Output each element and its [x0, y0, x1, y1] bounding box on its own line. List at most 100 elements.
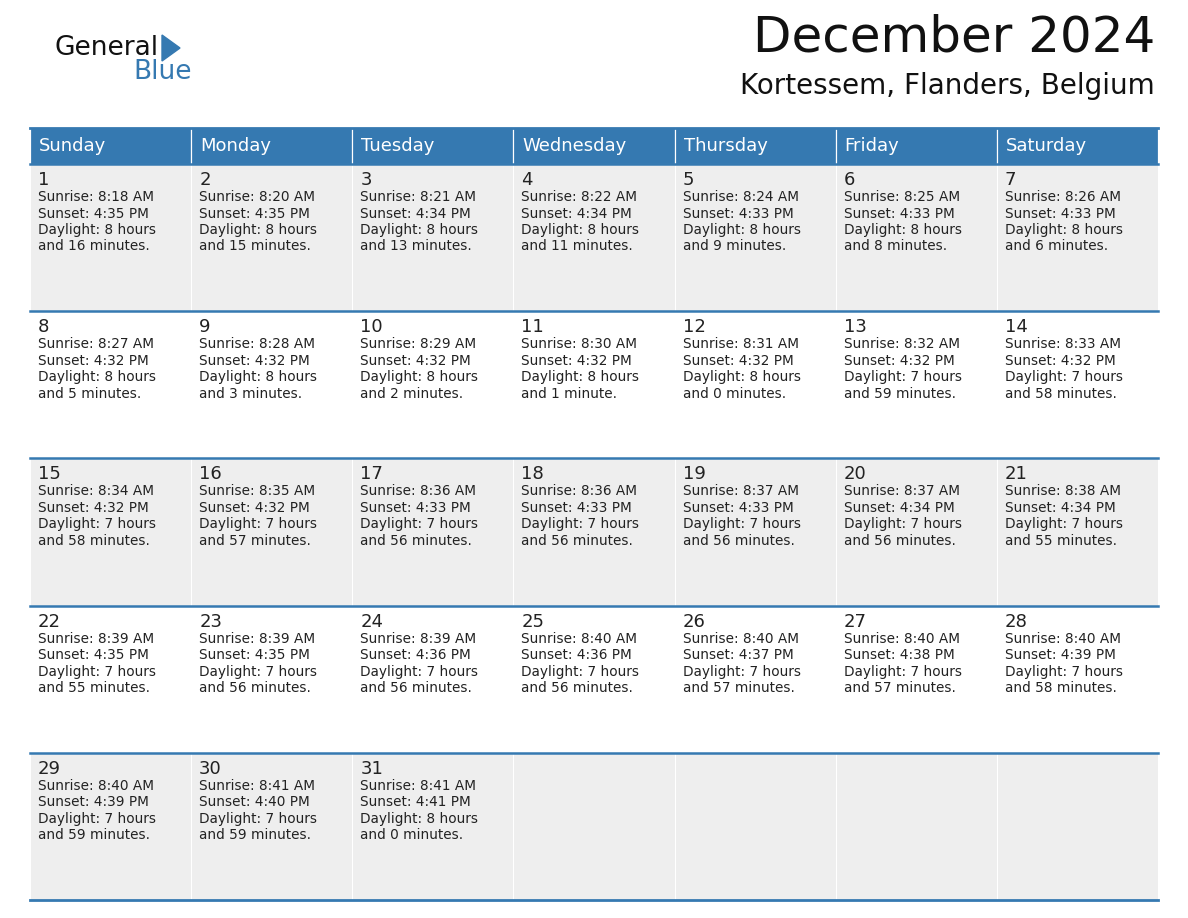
Text: Sunset: 4:35 PM: Sunset: 4:35 PM	[38, 207, 148, 220]
Text: December 2024: December 2024	[753, 14, 1155, 62]
Text: Sunset: 4:33 PM: Sunset: 4:33 PM	[522, 501, 632, 515]
Bar	[353, 164, 513, 311]
Text: Sunset: 4:33 PM: Sunset: 4:33 PM	[683, 207, 794, 220]
Bar	[191, 753, 353, 900]
Text: 11: 11	[522, 319, 544, 336]
Text: 12: 12	[683, 319, 706, 336]
Bar	[30, 606, 191, 753]
Text: Daylight: 7 hours: Daylight: 7 hours	[1005, 665, 1123, 678]
Text: Sunset: 4:33 PM: Sunset: 4:33 PM	[843, 207, 954, 220]
Text: Thursday: Thursday	[683, 137, 767, 155]
Text: Blue: Blue	[133, 59, 191, 85]
Bar	[997, 164, 1158, 311]
Bar	[513, 458, 675, 606]
Text: 8: 8	[38, 319, 50, 336]
Text: Sunset: 4:32 PM: Sunset: 4:32 PM	[38, 501, 148, 515]
Text: 22: 22	[38, 612, 61, 631]
Text: Daylight: 7 hours: Daylight: 7 hours	[683, 665, 801, 678]
Text: Sunset: 4:35 PM: Sunset: 4:35 PM	[38, 648, 148, 662]
Bar	[997, 311, 1158, 458]
Text: 20: 20	[843, 465, 866, 484]
Text: Sunrise: 8:32 AM: Sunrise: 8:32 AM	[843, 337, 960, 352]
Text: Sunset: 4:32 PM: Sunset: 4:32 PM	[843, 353, 954, 368]
Text: and 56 minutes.: and 56 minutes.	[522, 681, 633, 695]
Text: Sunset: 4:41 PM: Sunset: 4:41 PM	[360, 795, 470, 810]
Text: 13: 13	[843, 319, 866, 336]
Bar	[997, 753, 1158, 900]
Text: Sunrise: 8:40 AM: Sunrise: 8:40 AM	[38, 778, 154, 793]
Text: and 58 minutes.: and 58 minutes.	[38, 534, 150, 548]
Text: Sunrise: 8:31 AM: Sunrise: 8:31 AM	[683, 337, 798, 352]
Text: Sunrise: 8:35 AM: Sunrise: 8:35 AM	[200, 485, 315, 498]
Text: Sunset: 4:34 PM: Sunset: 4:34 PM	[360, 207, 470, 220]
Bar	[30, 753, 191, 900]
Text: Daylight: 7 hours: Daylight: 7 hours	[360, 518, 479, 532]
Text: Daylight: 8 hours: Daylight: 8 hours	[200, 370, 317, 385]
Text: Sunset: 4:32 PM: Sunset: 4:32 PM	[200, 353, 310, 368]
Text: Friday: Friday	[845, 137, 899, 155]
Text: Daylight: 8 hours: Daylight: 8 hours	[360, 812, 479, 826]
Text: Sunset: 4:32 PM: Sunset: 4:32 PM	[38, 353, 148, 368]
Text: Sunset: 4:36 PM: Sunset: 4:36 PM	[522, 648, 632, 662]
Text: 19: 19	[683, 465, 706, 484]
Text: and 5 minutes.: and 5 minutes.	[38, 386, 141, 400]
Text: Daylight: 8 hours: Daylight: 8 hours	[360, 370, 479, 385]
Text: and 57 minutes.: and 57 minutes.	[843, 681, 955, 695]
Text: and 13 minutes.: and 13 minutes.	[360, 240, 472, 253]
Bar	[191, 311, 353, 458]
Bar	[353, 311, 513, 458]
Bar	[30, 164, 191, 311]
Text: 7: 7	[1005, 171, 1017, 189]
Text: and 55 minutes.: and 55 minutes.	[38, 681, 150, 695]
Bar	[30, 128, 191, 164]
Text: Sunrise: 8:27 AM: Sunrise: 8:27 AM	[38, 337, 154, 352]
Bar	[30, 458, 191, 606]
Text: Sunrise: 8:25 AM: Sunrise: 8:25 AM	[843, 190, 960, 204]
Text: 4: 4	[522, 171, 533, 189]
Bar	[835, 311, 997, 458]
Bar	[675, 753, 835, 900]
Text: Daylight: 7 hours: Daylight: 7 hours	[843, 665, 962, 678]
Text: and 59 minutes.: and 59 minutes.	[38, 828, 150, 843]
Text: Sunrise: 8:40 AM: Sunrise: 8:40 AM	[683, 632, 798, 645]
Text: Daylight: 7 hours: Daylight: 7 hours	[200, 812, 317, 826]
Text: and 11 minutes.: and 11 minutes.	[522, 240, 633, 253]
Text: Daylight: 8 hours: Daylight: 8 hours	[522, 223, 639, 237]
Text: Saturday: Saturday	[1006, 137, 1087, 155]
Text: 27: 27	[843, 612, 867, 631]
Bar	[30, 311, 191, 458]
Text: Daylight: 7 hours: Daylight: 7 hours	[38, 665, 156, 678]
Text: Sunset: 4:33 PM: Sunset: 4:33 PM	[683, 501, 794, 515]
Text: Daylight: 8 hours: Daylight: 8 hours	[200, 223, 317, 237]
Text: and 8 minutes.: and 8 minutes.	[843, 240, 947, 253]
Text: Sunrise: 8:20 AM: Sunrise: 8:20 AM	[200, 190, 315, 204]
Bar	[191, 458, 353, 606]
Text: Sunrise: 8:37 AM: Sunrise: 8:37 AM	[843, 485, 960, 498]
Text: and 0 minutes.: and 0 minutes.	[683, 386, 785, 400]
Text: Sunset: 4:35 PM: Sunset: 4:35 PM	[200, 207, 310, 220]
Text: 31: 31	[360, 760, 384, 778]
Text: 29: 29	[38, 760, 61, 778]
Text: Daylight: 8 hours: Daylight: 8 hours	[522, 370, 639, 385]
Text: Daylight: 7 hours: Daylight: 7 hours	[38, 518, 156, 532]
Polygon shape	[162, 35, 181, 61]
Text: 18: 18	[522, 465, 544, 484]
Text: Sunrise: 8:24 AM: Sunrise: 8:24 AM	[683, 190, 798, 204]
Bar	[675, 311, 835, 458]
Text: and 2 minutes.: and 2 minutes.	[360, 386, 463, 400]
Text: Sunrise: 8:34 AM: Sunrise: 8:34 AM	[38, 485, 154, 498]
Text: Daylight: 7 hours: Daylight: 7 hours	[360, 665, 479, 678]
Bar	[835, 164, 997, 311]
Text: Monday: Monday	[200, 137, 271, 155]
Text: Daylight: 7 hours: Daylight: 7 hours	[843, 518, 962, 532]
Text: and 56 minutes.: and 56 minutes.	[522, 534, 633, 548]
Text: and 16 minutes.: and 16 minutes.	[38, 240, 150, 253]
Text: Sunrise: 8:22 AM: Sunrise: 8:22 AM	[522, 190, 638, 204]
Text: Sunrise: 8:30 AM: Sunrise: 8:30 AM	[522, 337, 638, 352]
Text: 24: 24	[360, 612, 384, 631]
Text: Sunrise: 8:26 AM: Sunrise: 8:26 AM	[1005, 190, 1120, 204]
Text: Kortessem, Flanders, Belgium: Kortessem, Flanders, Belgium	[740, 72, 1155, 100]
Text: Daylight: 8 hours: Daylight: 8 hours	[683, 223, 801, 237]
Text: 15: 15	[38, 465, 61, 484]
Text: 1: 1	[38, 171, 50, 189]
